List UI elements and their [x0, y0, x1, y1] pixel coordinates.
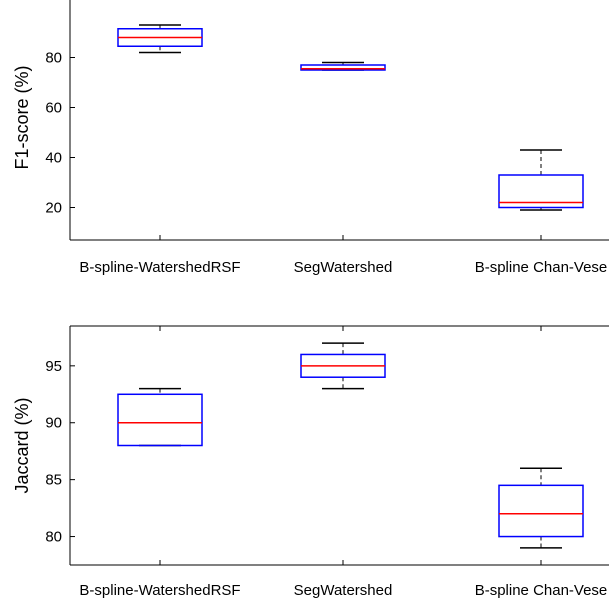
- y-tick-label: 80: [45, 50, 62, 67]
- chart-panel-1: 20 40 60 80 B-spline-WatershedRSF SegWatershe…: [12, 0, 609, 276]
- iqr-box: [300, 64, 386, 71]
- box-3: [498, 467, 584, 549]
- x-tick-label: B-spline Chan-Vese: [475, 582, 608, 598]
- y-axis-label: Jaccard (%): [12, 397, 32, 493]
- y-tick-label: 60: [45, 100, 62, 117]
- y-tick-label: 80: [45, 529, 62, 546]
- y-tick-label: 85: [45, 472, 62, 489]
- x-tick-label: B-spline-WatershedRSF: [79, 259, 240, 276]
- box-2: [300, 61, 386, 71]
- box-1: [117, 387, 203, 447]
- y-tick-label: 40: [45, 150, 62, 167]
- box-3: [498, 149, 584, 211]
- y-axis-label: F1-score (%): [12, 65, 32, 169]
- iqr-box: [498, 484, 584, 538]
- iqr-box: [498, 174, 584, 209]
- x-tick-label: SegWatershed: [294, 582, 393, 598]
- y-tick-label: 90: [45, 415, 62, 432]
- y-tick-label: 95: [45, 358, 62, 375]
- x-tick-label: B-spline-WatershedRSF: [79, 582, 240, 598]
- y-tick-label: 20: [45, 200, 62, 217]
- iqr-box: [117, 393, 203, 447]
- chart-panel-2: 80 85 90 95 B-spline-WatershedRSF SegWatershe…: [12, 325, 609, 598]
- x-tick-label: B-spline Chan-Vese: [475, 259, 608, 276]
- box-2: [300, 342, 386, 390]
- x-tick-label: SegWatershed: [294, 259, 393, 276]
- box-1: [117, 24, 203, 54]
